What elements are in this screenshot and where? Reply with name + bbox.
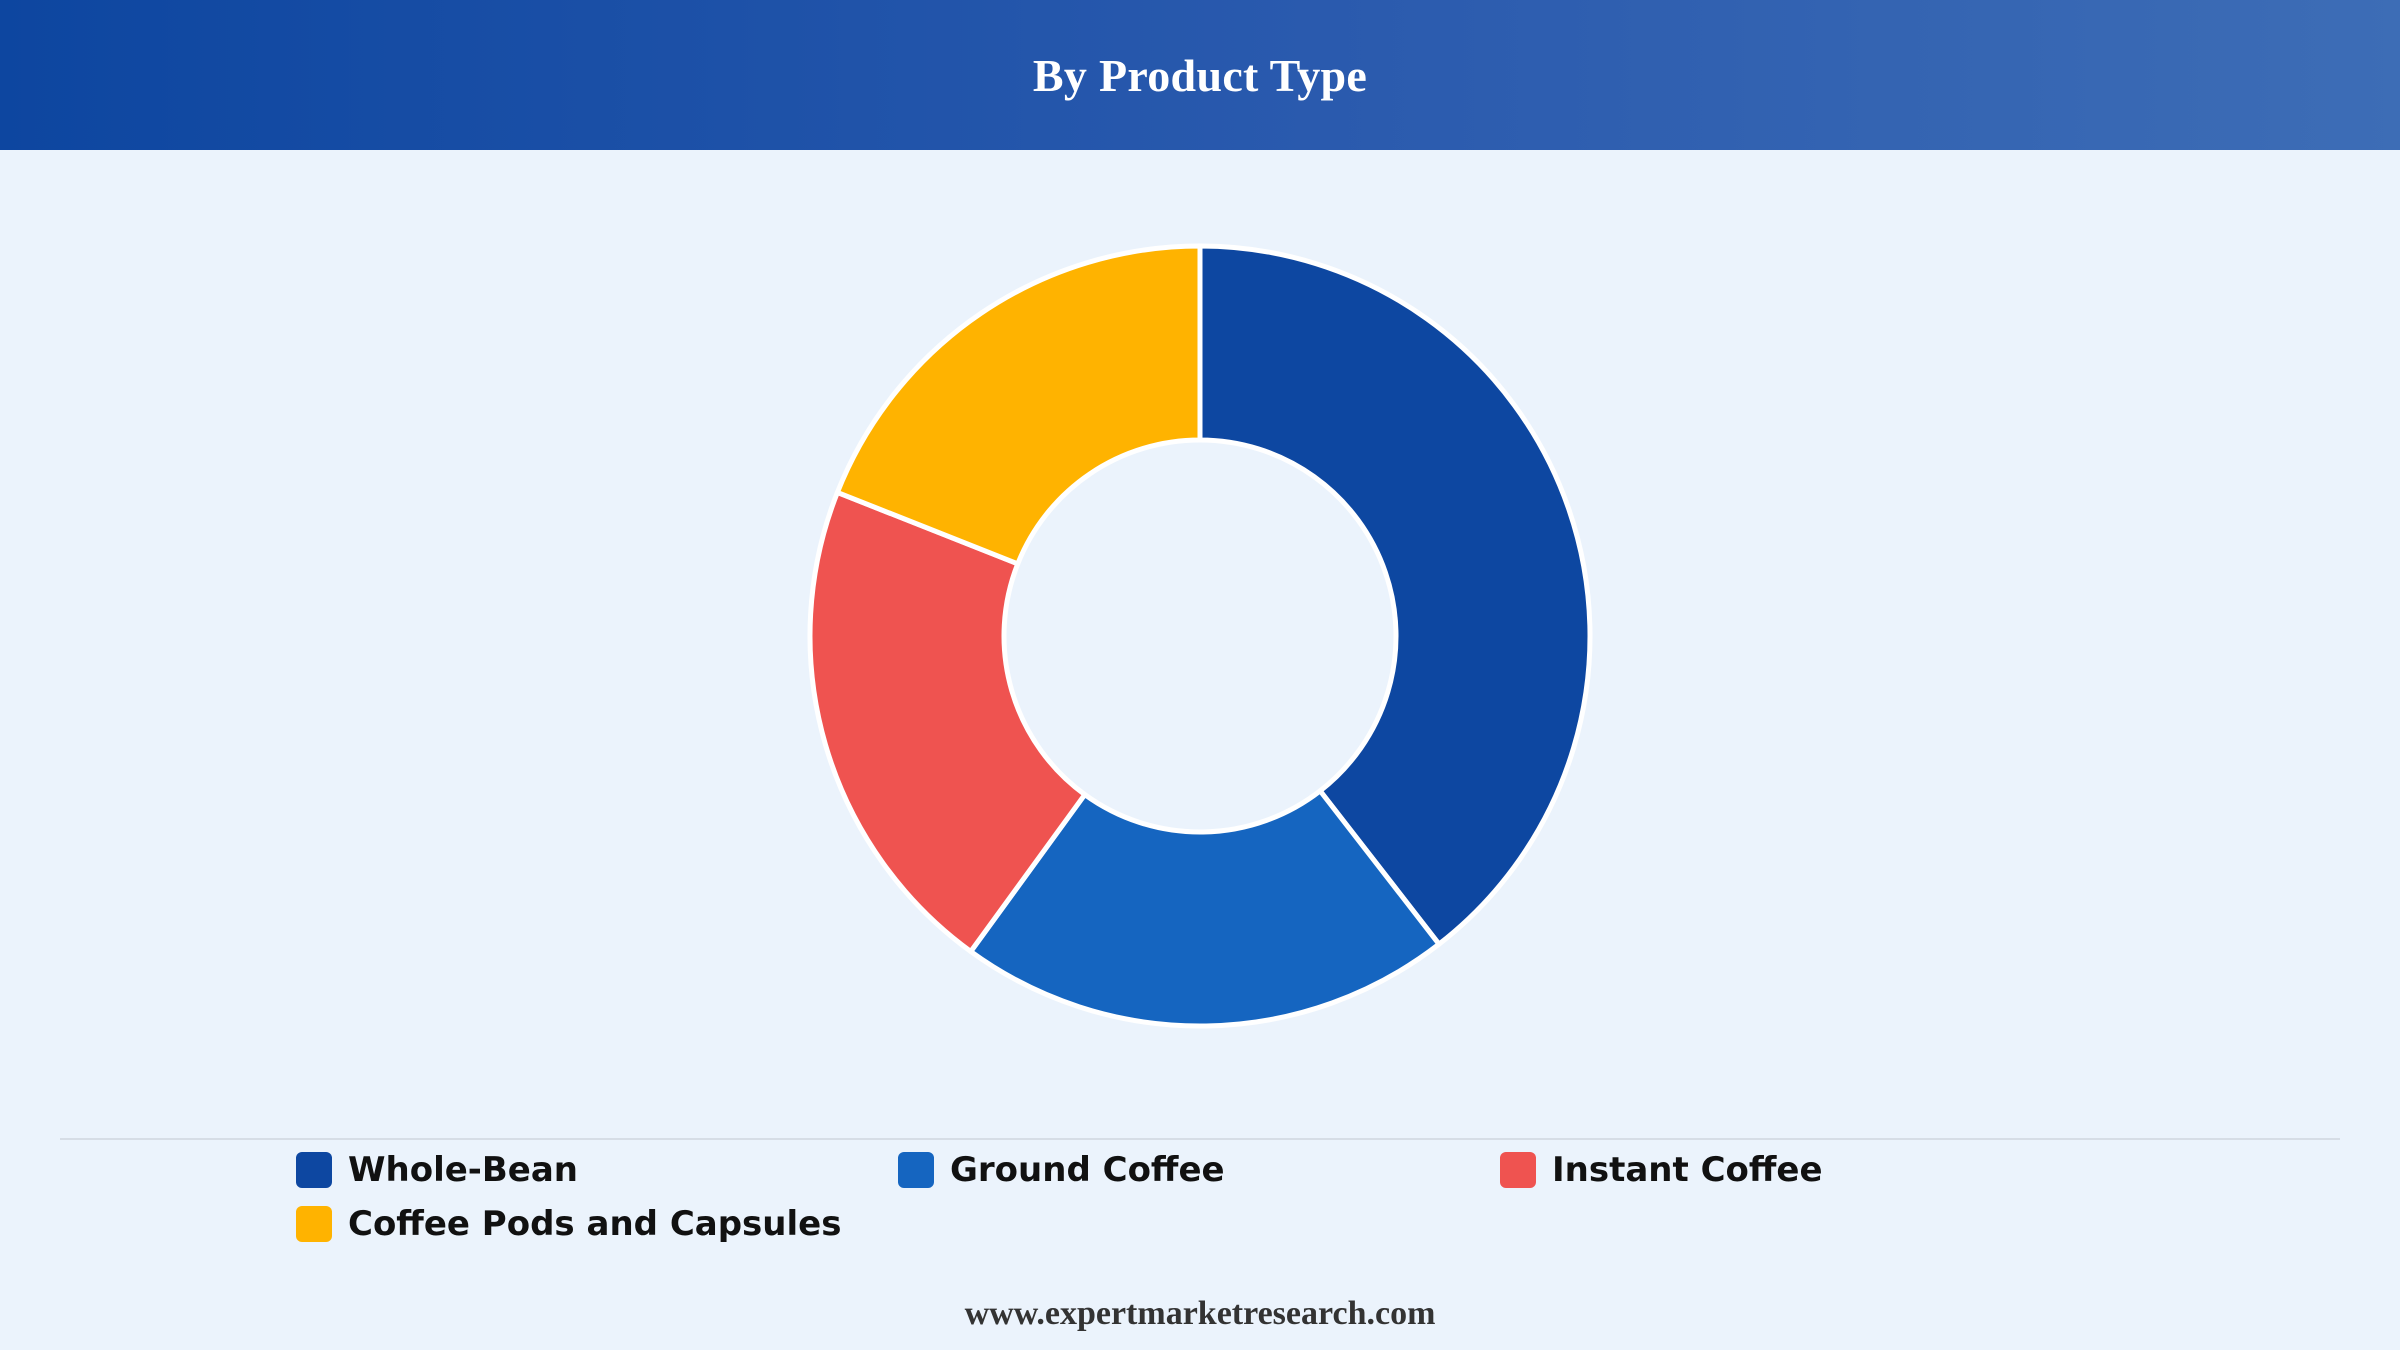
legend-swatch: [296, 1152, 332, 1188]
slice-instant-coffee[interactable]: Instant Coffee: [807, 489, 1088, 955]
legend-label: Coffee Pods and Capsules: [348, 1204, 842, 1244]
legend-swatch: [898, 1152, 934, 1188]
legend-item-whole-bean[interactable]: Whole-Bean: [296, 1150, 898, 1190]
legend-label: Ground Coffee: [950, 1150, 1225, 1190]
slice-ground-coffee[interactable]: Ground Coffee: [968, 788, 1442, 1029]
legend-swatch: [1500, 1152, 1536, 1188]
legend-divider: [60, 1138, 2340, 1140]
source-footer[interactable]: www.expertmarketresearch.com: [964, 1295, 1436, 1332]
slice-whole-bean[interactable]: Whole-Bean: [1197, 243, 1593, 947]
slice-coffee-pods-and-capsules[interactable]: Coffee Pods and Capsules: [834, 243, 1203, 567]
legend-label: Instant Coffee: [1552, 1150, 1823, 1190]
legend-item-instant-coffee[interactable]: Instant Coffee: [1500, 1150, 2102, 1190]
legend-item-ground-coffee[interactable]: Ground Coffee: [898, 1150, 1500, 1190]
legend-label: Whole-Bean: [348, 1150, 579, 1190]
legend: Whole-Bean Ground Coffee Instant Coffee …: [296, 1150, 2196, 1244]
chart-title: By Product Type: [1032, 49, 1368, 101]
header-bar: By Product Type: [0, 0, 2400, 150]
legend-swatch: [296, 1206, 332, 1242]
legend-item-coffee-pods[interactable]: Coffee Pods and Capsules: [296, 1204, 898, 1244]
